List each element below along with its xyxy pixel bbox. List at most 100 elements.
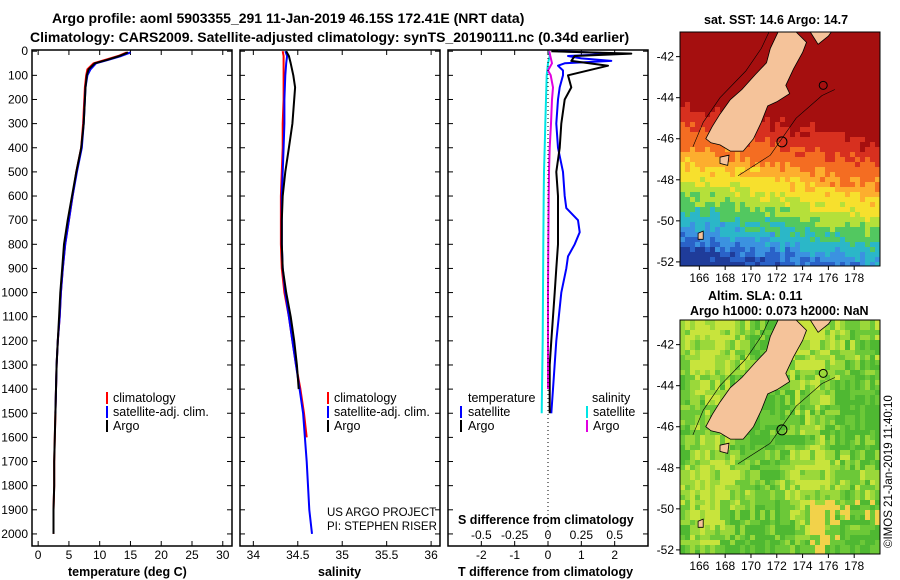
map-cell [765, 127, 771, 133]
map-cell [720, 475, 726, 481]
map-cell [795, 262, 801, 266]
map-cell [825, 420, 831, 426]
map-cell [825, 47, 831, 53]
map-cell [800, 252, 806, 258]
map-cell [840, 490, 846, 496]
map-cell [835, 550, 841, 554]
map-cell [780, 257, 786, 263]
map-cell [740, 360, 746, 366]
x-tick-label: 35 [336, 548, 350, 562]
map-cell [765, 420, 771, 426]
map-cell [710, 42, 716, 48]
map-cell [860, 325, 866, 331]
map-cell [700, 490, 706, 496]
map-cell [755, 172, 761, 178]
map-cell [685, 515, 691, 521]
map-cell [695, 37, 701, 43]
depth-label: 1300 [1, 358, 28, 372]
map-cell [860, 340, 866, 346]
map-cell [740, 480, 746, 486]
map-cell [830, 495, 836, 501]
map-cell [855, 127, 861, 133]
map-cell [840, 62, 846, 68]
map-cell [695, 430, 701, 436]
map-cell [875, 107, 880, 113]
map-cell [710, 440, 716, 446]
map-cell [685, 102, 691, 108]
map-cell [845, 465, 851, 471]
map-cell [815, 475, 821, 481]
depth-label: 1900 [1, 503, 28, 517]
map-cell [760, 52, 766, 58]
map-cell [785, 257, 791, 263]
map-cell [765, 107, 771, 113]
map-cell [860, 440, 866, 446]
map-cell [745, 72, 751, 78]
map-cell [810, 242, 816, 248]
map-cell [770, 400, 776, 406]
map-cell [710, 107, 716, 113]
map-cell [735, 242, 741, 248]
map-cell [680, 107, 686, 113]
map-cell [815, 390, 821, 396]
map-cell [695, 490, 701, 496]
map-cell [765, 440, 771, 446]
map-cell [680, 535, 686, 541]
map-cell [715, 320, 721, 326]
map-cell [815, 97, 821, 103]
map-cell [680, 375, 686, 381]
map-cell [850, 440, 856, 446]
map-cell [870, 152, 876, 158]
map-cell [860, 87, 866, 93]
map-cell [750, 167, 756, 173]
map-cell [775, 515, 781, 521]
map-cell [850, 415, 856, 421]
map-cell [790, 455, 796, 461]
map-cell [765, 262, 771, 266]
map-cell [700, 465, 706, 471]
map-cell [685, 192, 691, 198]
map-cell [680, 142, 686, 148]
map-cell [785, 425, 791, 431]
map-cell [870, 102, 876, 108]
map-cell [845, 127, 851, 133]
map-cell [860, 242, 866, 248]
map-cell [800, 242, 806, 248]
map-cell [725, 465, 731, 471]
map-cell [860, 335, 866, 341]
map-cell [780, 192, 786, 198]
map-cell [805, 390, 811, 396]
map-cell [860, 197, 866, 203]
map-cell [765, 167, 771, 173]
map-cell [715, 450, 721, 456]
map-cell [735, 545, 741, 551]
map-cell [855, 132, 861, 138]
map-cell [845, 102, 851, 108]
map-cell [760, 325, 766, 331]
map-cell [705, 112, 711, 118]
map-cell [690, 335, 696, 341]
map-cell [815, 480, 821, 486]
map-cell [680, 365, 686, 371]
map-cell [780, 232, 786, 238]
map-cell [795, 192, 801, 198]
map-cell [835, 340, 841, 346]
map-cell [805, 182, 811, 188]
map-cell [765, 187, 771, 193]
map-cell [820, 232, 826, 238]
map-cell [745, 330, 751, 336]
map-cell [750, 182, 756, 188]
map-cell [685, 202, 691, 208]
depth-label: 1500 [1, 406, 28, 420]
map-cell [705, 82, 711, 88]
map-cell [775, 257, 781, 263]
map-cell [765, 217, 771, 223]
legend-satellite: satellite-adj. clim. [113, 405, 209, 419]
map-cell [830, 420, 836, 426]
map-cell [815, 217, 821, 223]
map-cell [865, 505, 871, 511]
map-cell [825, 505, 831, 511]
map-cell [680, 420, 686, 426]
map-cell [830, 172, 836, 178]
map-cell [690, 77, 696, 83]
